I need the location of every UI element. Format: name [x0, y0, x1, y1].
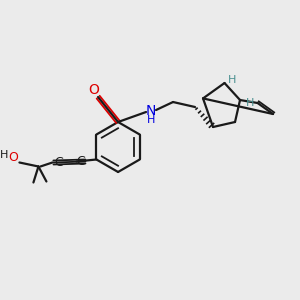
Text: N: N [146, 104, 156, 118]
Text: H: H [228, 75, 237, 85]
Text: C: C [76, 155, 85, 168]
Text: O: O [8, 151, 18, 164]
Text: H: H [147, 115, 155, 125]
Text: H: H [246, 98, 254, 108]
Text: O: O [88, 83, 100, 97]
Text: C: C [54, 156, 63, 169]
Text: H: H [0, 151, 9, 160]
